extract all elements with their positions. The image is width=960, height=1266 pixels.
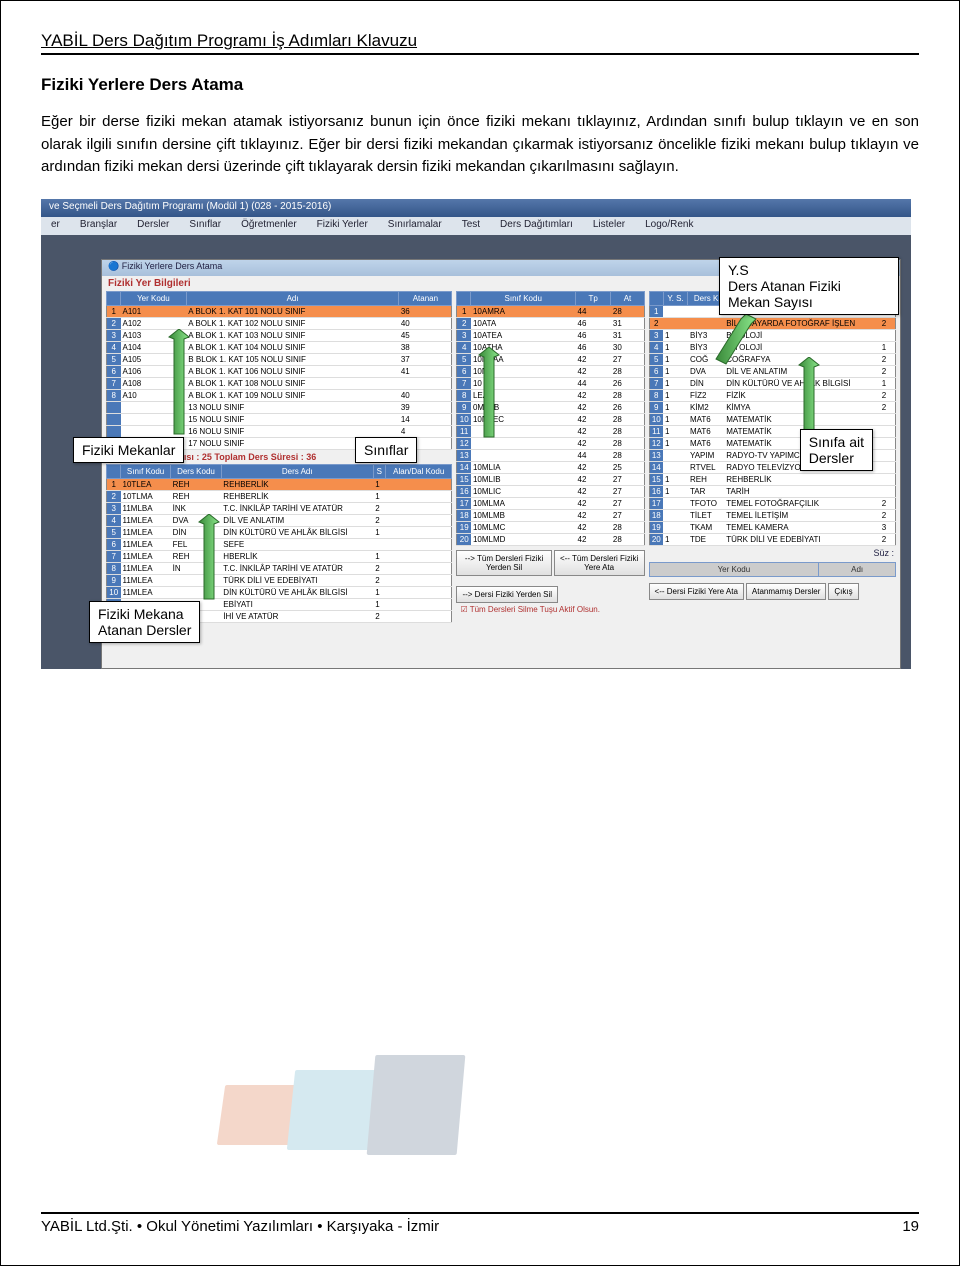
table-row[interactable]: 2A102A BOLK 1. KAT 102 NOLU SINIF40	[107, 317, 452, 329]
table-row[interactable]: 17TFOTOTEMEL FOTOĞRAFÇILIK2	[649, 497, 895, 509]
exit-button[interactable]: Çıkış	[828, 583, 858, 600]
yer-kodu-header: Yer Kodu	[649, 562, 819, 576]
menu-item[interactable]: Listeler	[583, 217, 635, 232]
table-row[interactable]: 210ATA4631	[457, 317, 644, 329]
table-row[interactable]: 16 NOLU SINIF4	[107, 425, 452, 437]
table-row[interactable]: 411MLEADVADİL VE ANLATIM2	[107, 514, 452, 526]
table-row[interactable]: 41BİY3BİYOLOJİ1	[649, 341, 895, 353]
remove-all-button[interactable]: --> Tüm Dersleri Fiziki Yerden Sil	[456, 550, 551, 576]
table-row[interactable]: 151REHREHBERLİK	[649, 473, 895, 485]
table-row[interactable]: 1A101A BLOK 1. KAT 101 NOLU SINIF36	[107, 305, 452, 317]
table-row[interactable]: 911MLEATÜRK DİLİ VE EDEBİYATI2	[107, 574, 452, 586]
assign-course-button[interactable]: <-- Dersi Fiziki Yere Ata	[649, 583, 744, 600]
table-row[interactable]: 110AMRA4428	[457, 305, 644, 317]
table-row[interactable]: 81FİZ2FİZİK2	[649, 389, 895, 401]
table-row[interactable]: 310ATEA4631	[457, 329, 644, 341]
table-row[interactable]: 1910MLMC4228	[457, 521, 644, 533]
table-row[interactable]: 1610MLIC4227	[457, 485, 644, 497]
menu-item[interactable]: Dersler	[127, 217, 179, 232]
table-row[interactable]: 201TDETÜRK DİLİ VE EDEBİYATI2	[649, 533, 895, 545]
menu-item[interactable]: Öğretmenler	[231, 217, 307, 232]
arrow-siniflar	[471, 347, 511, 442]
courses-table[interactable]: Y. S.Ders K12BİLGİSAYARDA FOTOĞRAF İŞLEN…	[649, 291, 896, 546]
footer-left: YABİL Ltd.Şti. • Okul Yönetimi Yazılımla…	[41, 1218, 439, 1235]
table-row[interactable]: 1510MLIB4227	[457, 473, 644, 485]
table-row[interactable]: 4A104A BLOK 1. KAT 104 NOLU SINIF38	[107, 341, 452, 353]
table-row[interactable]: 3A103A BLOK 1. KAT 103 NOLU SINIF45	[107, 329, 452, 341]
section-title: Fiziki Yerlere Ders Atama	[41, 75, 919, 95]
screenshot-container: ve Seçmeli Ders Dağıtım Programı (Modül …	[41, 199, 911, 669]
arrow-sinifa-ait	[791, 357, 831, 437]
callout-fiziki-mekanlar: Fiziki Mekanlar	[73, 437, 184, 463]
callout-atanan: Fiziki MekanaAtanan Dersler	[89, 601, 200, 643]
inner-window: 🔵 Fiziki Yerlere Ders Atama Fiziki Yer B…	[101, 259, 901, 669]
table-row[interactable]: 1810MLMB4227	[457, 509, 644, 521]
table-row[interactable]: 15 NOLU SINIF14	[107, 413, 452, 425]
arrow-atanan	[191, 514, 231, 604]
menu-item[interactable]: Logo/Renk	[635, 217, 703, 232]
arrow-ys	[701, 309, 761, 369]
arrow-mekanlar	[161, 329, 201, 439]
delete-active-checkbox[interactable]: ☑ Tüm Dersleri Silme Tuşu Aktif Olsun.	[456, 603, 644, 616]
table-row[interactable]: 161TARTARİH	[649, 485, 895, 497]
menu-item[interactable]: Ders Dağıtımları	[490, 217, 583, 232]
menu-item[interactable]: Test	[452, 217, 490, 232]
table-row[interactable]: 1410MLIA4225	[457, 461, 644, 473]
menu-item[interactable]: er	[41, 217, 70, 232]
filter-label: Süz :	[649, 546, 896, 560]
doc-header: YABİL Ders Dağıtım Programı İş Adımları …	[41, 31, 919, 51]
classes-panel: Sınıf KoduTpAt110AMRA4428210ATA4631310AT…	[456, 291, 644, 623]
header-rule	[41, 53, 919, 55]
callout-siniflar: Sınıflar	[355, 437, 417, 463]
table-row[interactable]: 19TKAMTEMEL KAMERA3	[649, 521, 895, 533]
table-row[interactable]: 8A10A BLOK 1. KAT 109 NOLU SINIF40	[107, 389, 452, 401]
table-row[interactable]: 811MLEAİNT.C. İNKİLÂP TARİHİ VE ATATÜR2	[107, 562, 452, 574]
table-row[interactable]: 7A108A BLOK 1. KAT 108 NOLU SINIF	[107, 377, 452, 389]
table-row[interactable]: 311MLBAİNKT.C. İNKİLÂP TARİHİ VE ATATÜR2	[107, 502, 452, 514]
table-row[interactable]: 61DVADİL VE ANLATIM2	[649, 365, 895, 377]
menu-item[interactable]: Branşlar	[70, 217, 127, 232]
table-row[interactable]: 13 NOLU SINIF39	[107, 401, 452, 413]
adi-header: Adı	[819, 562, 896, 576]
app-menubar[interactable]: erBranşlarDerslerSınıflarÖğretmenlerFizi…	[41, 217, 911, 235]
table-row[interactable]: 71DİNDİN KÜLTÜRÜ VE AHLÂK BİLGİSİ1	[649, 377, 895, 389]
table-row[interactable]: 5A105B BLOK 1. KAT 105 NOLU SINIF37	[107, 353, 452, 365]
table-row[interactable]: 101MAT6MATEMATİK	[649, 413, 895, 425]
table-row[interactable]: 1011MLEADİN KÜLTÜRÜ VE AHLÂK BİLGİSİ1	[107, 586, 452, 598]
menu-item[interactable]: Sınırlamalar	[378, 217, 452, 232]
app-titlebar: ve Seçmeli Ders Dağıtım Programı (Modül …	[41, 199, 911, 217]
body-paragraph: Eğer bir derse fiziki mekan atamak istiy…	[41, 111, 919, 179]
menu-item[interactable]: Fiziki Yerler	[307, 217, 378, 232]
table-row[interactable]: 210TLMAREHREHBERLİK1	[107, 490, 452, 502]
footer-page-number: 19	[902, 1218, 919, 1235]
table-row[interactable]: 611MLEAFELSEFE	[107, 538, 452, 550]
callout-sinifa-ait: Sınıfa aitDersler	[800, 429, 873, 471]
assigned-courses-table[interactable]: Sınıf KoduDers KoduDers AdıSAlan/Dal Kod…	[106, 464, 452, 623]
table-row[interactable]: 2010MLMD4228	[457, 533, 644, 545]
assign-all-button[interactable]: <-- Tüm Dersleri Fiziki Yere Ata	[554, 550, 645, 576]
unassigned-button[interactable]: Atanmamış Dersler	[746, 583, 826, 600]
callout-ys: Y.S Ders Atanan Fiziki Mekan Sayısı	[719, 257, 899, 315]
locations-table[interactable]: Yer KoduAdıAtanan1A101A BLOK 1. KAT 101 …	[106, 291, 452, 450]
table-row[interactable]: 1710MLMA4227	[457, 497, 644, 509]
page-footer: YABİL Ltd.Şti. • Okul Yönetimi Yazılımla…	[41, 1212, 919, 1235]
table-row[interactable]: 6A106A BLOK 1. KAT 106 NOLU SINIF41	[107, 365, 452, 377]
table-row[interactable]: 2BİLGİSAYARDA FOTOĞRAF İŞLEN2	[649, 317, 895, 329]
table-row[interactable]: 91KİM2KİMYA2	[649, 401, 895, 413]
table-row[interactable]: 31BİY3BİYOLOJİ	[649, 329, 895, 341]
table-row[interactable]: 18TİLETTEMEL İLETİŞİM2	[649, 509, 895, 521]
remove-course-button[interactable]: --> Dersi Fiziki Yerden Sil	[456, 586, 558, 603]
table-row[interactable]: 51COĞCOĞRAFYA2	[649, 353, 895, 365]
table-row[interactable]: 711MLEAREHHBERLİK1	[107, 550, 452, 562]
table-row[interactable]: 134428	[457, 449, 644, 461]
table-row[interactable]: 511MLEADİNDİN KÜLTÜRÜ VE AHLÂK BİLGİSİ1	[107, 526, 452, 538]
table-row[interactable]: 110TLEAREHREHBERLİK1	[107, 478, 452, 490]
menu-item[interactable]: Sınıflar	[179, 217, 231, 232]
watermark-logo	[221, 1045, 481, 1175]
